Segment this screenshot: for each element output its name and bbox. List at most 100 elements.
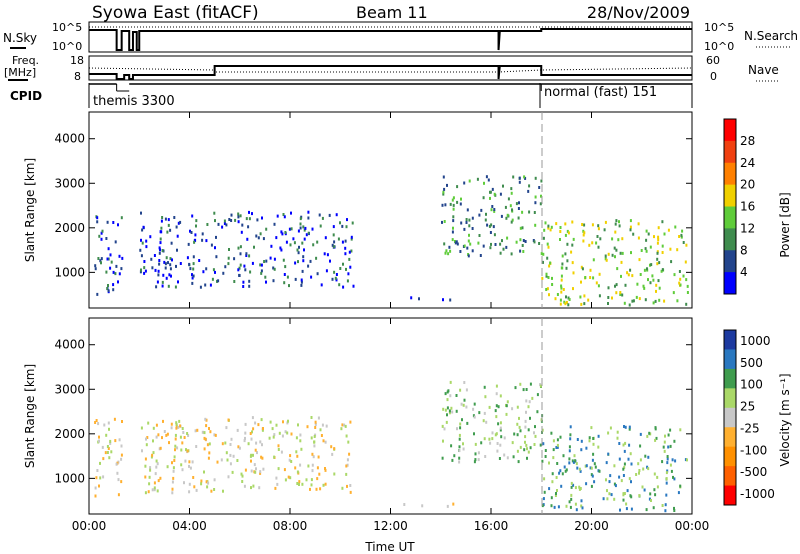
heatmap-cell — [645, 229, 648, 233]
heatmap-cell — [621, 251, 624, 255]
heatmap-cell — [663, 440, 666, 444]
nsearch-tick-top: 10^5 — [704, 21, 734, 34]
heatmap-cell — [294, 261, 297, 265]
heatmap-cell — [229, 462, 232, 466]
heatmap-cell — [623, 465, 626, 469]
heatmap-cell — [167, 218, 170, 222]
heatmap-cell — [581, 223, 584, 226]
heatmap-cell — [647, 278, 649, 282]
heatmap-cell — [195, 219, 198, 223]
heatmap-cell — [465, 405, 468, 409]
heatmap-cell — [572, 237, 575, 241]
heatmap-cell — [303, 228, 306, 232]
colorbar-swatch — [724, 228, 736, 251]
heatmap-cell — [318, 472, 321, 476]
heatmap-cell — [296, 454, 299, 458]
heatmap-cell — [471, 216, 474, 220]
heatmap-cell — [251, 430, 253, 434]
heatmap-cell — [483, 437, 486, 441]
heatmap-cell — [254, 421, 257, 425]
heatmap-cell — [337, 237, 340, 241]
x-tick-label: 08:00 — [273, 519, 308, 533]
heatmap-cell — [150, 257, 153, 261]
heatmap-cell — [196, 428, 199, 432]
heatmap-cell — [115, 264, 118, 268]
heatmap-cell — [585, 446, 588, 450]
heatmap-cell — [657, 235, 660, 239]
heatmap-cell — [188, 262, 191, 266]
heatmap-cell — [223, 222, 226, 225]
heatmap-cell — [107, 247, 110, 251]
heatmap-cell — [177, 221, 180, 225]
heatmap-cell — [157, 433, 160, 437]
heatmap-cell — [346, 484, 348, 488]
heatmap-cell — [152, 439, 154, 443]
heatmap-cell — [555, 492, 557, 495]
heatmap-cell — [159, 237, 162, 241]
heatmap-cell — [190, 231, 193, 234]
heatmap-cell — [477, 458, 480, 462]
heatmap-cell — [614, 222, 617, 226]
heatmap-cell — [545, 288, 548, 291]
heatmap-cell — [625, 502, 628, 506]
heatmap-cell — [262, 237, 265, 241]
power-colorbar: 4 8 12 16 20 24 28 — [723, 118, 755, 295]
heatmap-cell — [95, 476, 98, 480]
heatmap-cell — [418, 297, 420, 301]
heatmap-cell — [571, 220, 574, 224]
heatmap-cell — [568, 461, 571, 465]
heatmap-cell — [562, 288, 565, 291]
heatmap-cell — [570, 481, 573, 485]
heatmap-cell — [646, 465, 649, 469]
heatmap-cell — [682, 274, 685, 278]
heatmap-cell — [673, 509, 676, 512]
heatmap-cell — [194, 233, 197, 237]
heatmap-cell — [679, 428, 682, 432]
heatmap-cell — [310, 275, 313, 279]
heatmap-cell — [341, 486, 344, 490]
heatmap-cell — [647, 232, 650, 236]
heatmap-cell — [556, 489, 558, 492]
heatmap-cell — [286, 275, 289, 279]
heatmap-cell — [289, 476, 292, 480]
heatmap-cell — [518, 201, 520, 205]
heatmap-cell — [162, 273, 165, 277]
heatmap-cell — [594, 465, 597, 469]
heatmap-cell — [107, 447, 110, 450]
heatmap-cell — [645, 508, 648, 512]
heatmap-cell — [316, 466, 319, 470]
heatmap-cell — [458, 449, 461, 453]
heatmap-cell — [189, 267, 192, 271]
heatmap-cell — [237, 215, 240, 219]
heatmap-cell — [546, 256, 549, 260]
heatmap-cell — [684, 260, 687, 264]
heatmap-cell — [195, 224, 197, 228]
heatmap-cell — [259, 232, 262, 236]
heatmap-cell — [151, 453, 154, 457]
heatmap-cell — [299, 217, 302, 221]
heatmap-cell — [569, 433, 572, 437]
heatmap-cell — [560, 284, 563, 288]
heatmap-cell — [289, 454, 292, 458]
heatmap-cell — [499, 421, 502, 425]
heatmap-cell — [670, 260, 673, 264]
heatmap-cell — [252, 484, 255, 488]
heatmap-cell — [590, 426, 593, 430]
heatmap-cell — [269, 420, 272, 424]
heatmap-cell — [484, 395, 487, 399]
heatmap-cell — [564, 302, 567, 306]
heatmap-cell — [473, 402, 476, 406]
heatmap-cell — [98, 484, 100, 488]
heatmap-cell — [315, 256, 318, 260]
heatmap-cell — [106, 445, 109, 448]
heatmap-cell — [191, 276, 194, 280]
heatmap-cell — [620, 274, 622, 278]
heatmap-cell — [169, 228, 172, 232]
heatmap-cell — [565, 266, 568, 270]
heatmap-cell — [237, 220, 240, 224]
heatmap-cell — [542, 260, 544, 264]
heatmap-cell — [232, 454, 235, 458]
heatmap-cell — [665, 481, 668, 485]
heatmap-cell — [152, 451, 155, 455]
heatmap-cell — [247, 442, 250, 446]
